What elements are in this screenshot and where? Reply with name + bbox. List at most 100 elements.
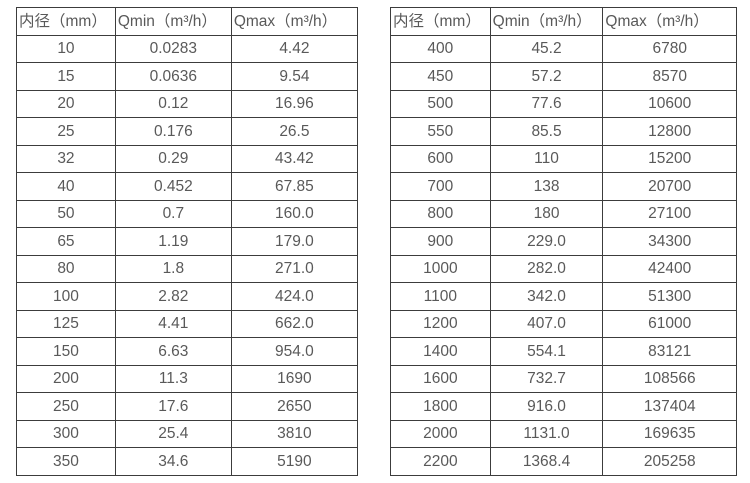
table-cell: 229.0 — [489, 227, 604, 256]
table-cell: 108566 — [602, 364, 737, 393]
table-cell: 150 — [16, 337, 116, 366]
table-row: 10 0.0283 4.42 — [16, 34, 359, 63]
table-row: 550 85.5 12800 — [390, 117, 737, 146]
table-cell: 2.82 — [114, 282, 232, 311]
table-cell: 85.5 — [489, 117, 604, 146]
table-cell: 5190 — [230, 447, 359, 476]
table-cell: 954.0 — [230, 337, 359, 366]
table-cell: 80 — [16, 254, 116, 283]
table-cell: 271.0 — [230, 254, 359, 283]
table-row: 250 17.6 2650 — [16, 392, 359, 421]
table-cell: 300 — [16, 419, 116, 448]
table-cell: 17.6 — [114, 392, 232, 421]
table-row: 1800 916.0 137404 — [390, 392, 737, 421]
table-cell: 1.8 — [114, 254, 232, 283]
table-cell: 662.0 — [230, 309, 359, 338]
table-cell: 42400 — [602, 254, 737, 283]
table-cell: 916.0 — [489, 392, 604, 421]
table-row: 900 229.0 34300 — [390, 227, 737, 256]
table-row: 2200 1368.4 205258 — [390, 447, 737, 476]
table-cell: 32 — [16, 144, 116, 173]
table-row: 700 138 20700 — [390, 172, 737, 201]
table-cell: 550 — [390, 117, 491, 146]
table-cell: 50 — [16, 199, 116, 228]
table-cell: 12800 — [602, 117, 737, 146]
table-cell: 83121 — [602, 337, 737, 366]
table-row: 25 0.176 26.5 — [16, 117, 359, 146]
table-cell: 16.96 — [230, 89, 359, 118]
table-cell: 27100 — [602, 199, 737, 228]
table-cell: 137404 — [602, 392, 737, 421]
table-cell: 34.6 — [114, 447, 232, 476]
table-cell: 67.85 — [230, 172, 359, 201]
table-cell: 10600 — [602, 89, 737, 118]
table-row: 500 77.6 10600 — [390, 89, 737, 118]
column-header: Qmax（m³/h） — [230, 7, 359, 36]
table-cell: 1131.0 — [489, 419, 604, 448]
table-cell: 169635 — [602, 419, 737, 448]
column-header: 内径（mm） — [16, 7, 116, 36]
table-cell: 0.29 — [114, 144, 232, 173]
table-cell: 25.4 — [114, 419, 232, 448]
table-cell: 110 — [489, 144, 604, 173]
table-cell: 1600 — [390, 364, 491, 393]
table-cell: 554.1 — [489, 337, 604, 366]
table-cell: 3810 — [230, 419, 359, 448]
table-row: 1000 282.0 42400 — [390, 254, 737, 283]
table-cell: 57.2 — [489, 62, 604, 91]
table-cell: 34300 — [602, 227, 737, 256]
table-cell: 1690 — [230, 364, 359, 393]
table-row: 200 11.3 1690 — [16, 364, 359, 393]
table-row: 400 45.2 6780 — [390, 34, 737, 63]
table-cell: 125 — [16, 309, 116, 338]
table-row: 2000 1131.0 169635 — [390, 419, 737, 448]
header-row: 内径（mm） Qmin（m³/h） Qmax（m³/h） — [390, 7, 737, 36]
table-cell: 6.63 — [114, 337, 232, 366]
table-cell: 65 — [16, 227, 116, 256]
table-cell: 800 — [390, 199, 491, 228]
table-cell: 1400 — [390, 337, 491, 366]
table-cell: 10 — [16, 34, 116, 63]
table-row: 65 1.19 179.0 — [16, 227, 359, 256]
table-cell: 1800 — [390, 392, 491, 421]
table-cell: 180 — [489, 199, 604, 228]
table-cell: 77.6 — [489, 89, 604, 118]
table-cell: 0.7 — [114, 199, 232, 228]
table-cell: 350 — [16, 447, 116, 476]
table-cell: 4.42 — [230, 34, 359, 63]
table-cell: 26.5 — [230, 117, 359, 146]
table-cell: 8570 — [602, 62, 737, 91]
table-row: 150 6.63 954.0 — [16, 337, 359, 366]
table-row: 300 25.4 3810 — [16, 419, 359, 448]
table-row: 125 4.41 662.0 — [16, 309, 359, 338]
table-cell: 2200 — [390, 447, 491, 476]
table-cell: 2000 — [390, 419, 491, 448]
table-cell: 4.41 — [114, 309, 232, 338]
table-cell: 282.0 — [489, 254, 604, 283]
flow-table-small-diameters: 内径（mm） Qmin（m³/h） Qmax（m³/h） 10 0.0283 4.42 15… — [16, 7, 359, 476]
table-row: 20 0.12 16.96 — [16, 89, 359, 118]
table-cell: 15 — [16, 62, 116, 91]
table-cell: 400 — [390, 34, 491, 63]
column-header: Qmax（m³/h） — [602, 7, 737, 36]
table-cell: 342.0 — [489, 282, 604, 311]
table-cell: 0.0283 — [114, 34, 232, 63]
column-header: Qmin（m³/h） — [114, 7, 232, 36]
table-cell: 700 — [390, 172, 491, 201]
column-header: 内径（mm） — [390, 7, 491, 36]
table-cell: 20 — [16, 89, 116, 118]
table-row: 800 180 27100 — [390, 199, 737, 228]
table-cell: 1368.4 — [489, 447, 604, 476]
table-cell: 1000 — [390, 254, 491, 283]
table-row: 1200 407.0 61000 — [390, 309, 737, 338]
table-cell: 900 — [390, 227, 491, 256]
table-cell: 450 — [390, 62, 491, 91]
table-row: 80 1.8 271.0 — [16, 254, 359, 283]
table-row: 1600 732.7 108566 — [390, 364, 737, 393]
table-row: 100 2.82 424.0 — [16, 282, 359, 311]
table-cell: 500 — [390, 89, 491, 118]
table-cell: 179.0 — [230, 227, 359, 256]
header-row: 内径（mm） Qmin（m³/h） Qmax（m³/h） — [16, 7, 359, 36]
